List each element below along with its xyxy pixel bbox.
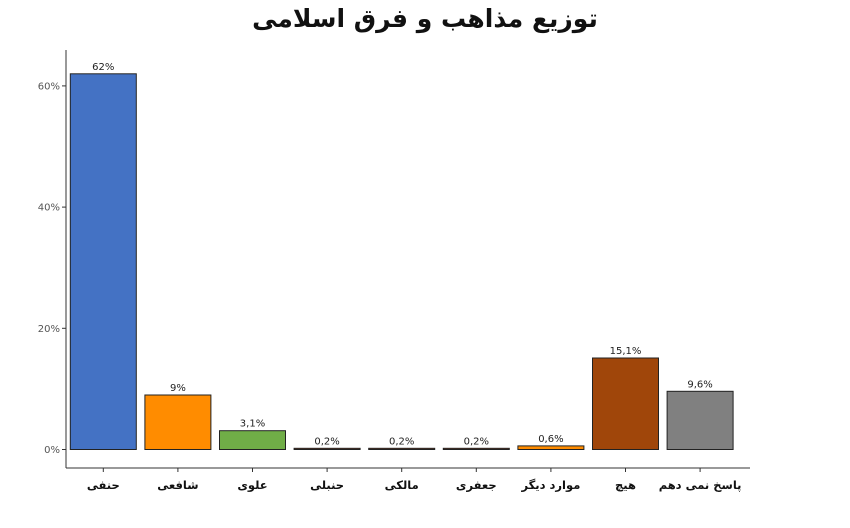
- data-label: 62%: [92, 62, 114, 73]
- data-label: 15,1%: [610, 346, 642, 357]
- data-label: 9,6%: [687, 379, 712, 390]
- x-tick-label: مالکی: [385, 478, 419, 492]
- x-tick-label: جعفری: [456, 478, 497, 492]
- data-label: 0,2%: [389, 436, 414, 447]
- x-tick-label: حنفی: [87, 478, 120, 492]
- y-tick-label: 0%: [44, 445, 60, 456]
- bar: [517, 445, 585, 450]
- x-tick-label: هیچ: [615, 478, 636, 492]
- x-tick-label: موارد دیگر: [520, 478, 580, 493]
- x-tick-label: شافعی: [157, 478, 198, 492]
- x-tick-label: علوی: [237, 478, 267, 493]
- y-tick-label: 60%: [38, 81, 60, 92]
- bar: [666, 390, 734, 450]
- bar: [293, 447, 361, 450]
- y-tick-label: 40%: [38, 203, 60, 214]
- bar: [69, 73, 137, 451]
- data-label: 3,1%: [240, 419, 265, 430]
- data-label: 0,2%: [314, 436, 339, 447]
- bar: [219, 430, 286, 451]
- bar: [592, 357, 659, 450]
- bar: [144, 394, 212, 450]
- bar: [442, 447, 510, 450]
- x-tick-label: پاسخ نمی دهم: [659, 478, 742, 492]
- bar: [368, 447, 436, 450]
- data-label: 0,6%: [538, 434, 563, 445]
- x-tick-label: حنبلی: [310, 478, 344, 492]
- data-label: 0,2%: [464, 436, 489, 447]
- chart-title: توزیع مذاهب و فرق اسلامی: [252, 4, 598, 33]
- data-label: 9%: [170, 383, 186, 394]
- y-tick-label: 20%: [38, 324, 60, 335]
